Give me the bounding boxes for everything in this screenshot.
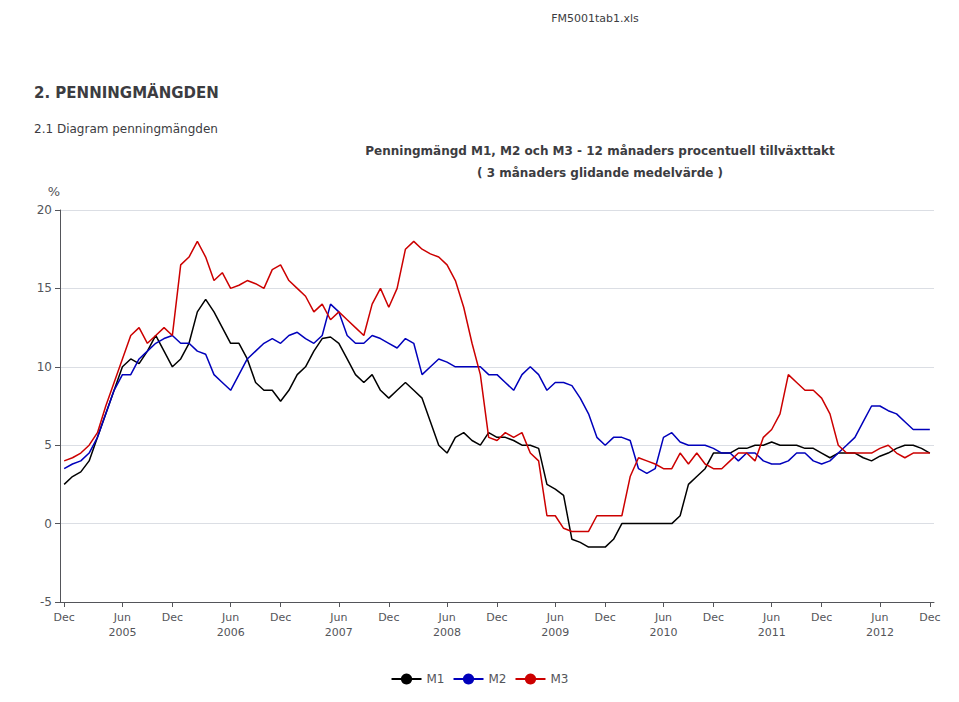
svg-text:M2: M2: [489, 672, 507, 686]
svg-text:Jun: Jun: [113, 611, 131, 624]
svg-text:2008: 2008: [433, 626, 461, 639]
svg-text:Jun: Jun: [437, 611, 455, 624]
svg-text:Dec: Dec: [703, 611, 724, 624]
svg-text:2009: 2009: [541, 626, 569, 639]
svg-text:2.1 Diagram penningmängden: 2.1 Diagram penningmängden: [34, 122, 218, 136]
svg-text:M3: M3: [550, 672, 568, 686]
svg-text:( 3 månaders glidande medelvär: ( 3 månaders glidande medelvärde ): [477, 166, 723, 180]
svg-text:Dec: Dec: [378, 611, 399, 624]
svg-text:Jun: Jun: [654, 611, 672, 624]
svg-text:2005: 2005: [108, 626, 136, 639]
svg-text:Dec: Dec: [595, 611, 616, 624]
svg-text:M1: M1: [427, 672, 445, 686]
svg-text:Dec: Dec: [919, 611, 940, 624]
svg-text:Dec: Dec: [162, 611, 183, 624]
svg-text:FM5001tab1.xls: FM5001tab1.xls: [551, 12, 639, 25]
svg-text:5: 5: [44, 438, 52, 452]
svg-text:15: 15: [37, 281, 52, 295]
svg-text:-5: -5: [40, 595, 52, 609]
svg-text:Dec: Dec: [486, 611, 507, 624]
svg-text:Jun: Jun: [762, 611, 780, 624]
svg-text:0: 0: [44, 517, 52, 531]
svg-text:Jun: Jun: [870, 611, 888, 624]
svg-text:Dec: Dec: [270, 611, 291, 624]
svg-text:20: 20: [37, 203, 52, 217]
svg-text:2010: 2010: [649, 626, 677, 639]
svg-text:Dec: Dec: [54, 611, 75, 624]
svg-text:2. PENNINGMÄNGDEN: 2. PENNINGMÄNGDEN: [34, 83, 219, 102]
svg-text:Jun: Jun: [329, 611, 347, 624]
svg-text:10: 10: [37, 360, 52, 374]
svg-text:%: %: [48, 184, 60, 199]
svg-text:2012: 2012: [866, 626, 894, 639]
svg-text:Penningmängd M1, M2 och M3 - 1: Penningmängd M1, M2 och M3 - 12 månaders…: [365, 144, 835, 158]
svg-text:Jun: Jun: [546, 611, 564, 624]
svg-text:Dec: Dec: [811, 611, 832, 624]
svg-text:2006: 2006: [217, 626, 245, 639]
svg-text:Jun: Jun: [221, 611, 239, 624]
svg-text:2007: 2007: [325, 626, 353, 639]
svg-text:2011: 2011: [758, 626, 786, 639]
